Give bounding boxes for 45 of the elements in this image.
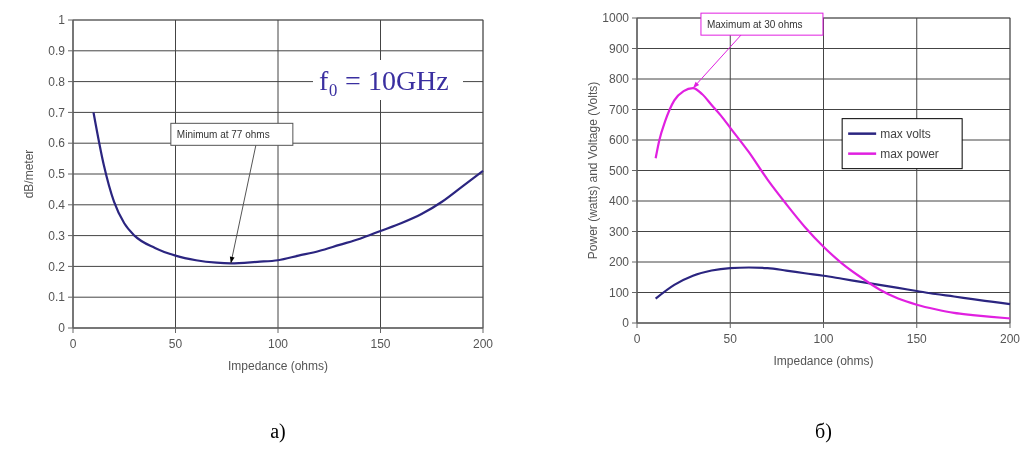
line-series	[92, 111, 485, 265]
y-tick-label: 500	[608, 163, 630, 178]
y-tick-label: 0	[622, 316, 630, 331]
y-tick-label: 0.8	[48, 74, 66, 89]
x-tick-label: 50	[168, 337, 183, 351]
y-tick-label: 400	[608, 194, 630, 209]
x-tick-label: 50	[723, 332, 738, 346]
x-tick-label: 150	[906, 332, 928, 346]
x-tick-label: 150	[370, 337, 391, 351]
x-tick-label: 100	[813, 332, 834, 346]
legend-label: max power	[880, 146, 939, 161]
x-tick-label: 0	[633, 332, 641, 346]
y-tick-label: 900	[608, 41, 630, 56]
x-axis-title: Impedance (ohms)	[227, 359, 329, 373]
y-tick-label: 0.6	[48, 136, 66, 151]
y-tick-label: 0.7	[48, 105, 66, 120]
line-series	[654, 266, 1012, 306]
x-tick-label: 100	[267, 337, 289, 351]
y-tick-label: 600	[608, 133, 630, 148]
y-tick-label: 800	[608, 72, 630, 87]
y-tick-label: 1000	[602, 11, 630, 26]
x-tick-label: 200	[472, 337, 494, 351]
y-tick-label: 100	[608, 285, 630, 300]
y-axis-title: Power (watts) and Voltage (Volts)	[586, 81, 600, 260]
y-tick-label: 0.2	[48, 259, 66, 274]
y-tick-label: 0.4	[48, 198, 66, 212]
y-tick-label: 300	[608, 224, 630, 239]
annotation: Maximum at 30 ohms	[706, 18, 803, 30]
y-tick-label: 0.1	[48, 290, 66, 305]
y-axis-title: dB/meter	[22, 149, 36, 199]
y-tick-label: 0	[58, 321, 66, 336]
y-tick-label: 200	[608, 255, 630, 270]
y-tick-label: 0.3	[48, 228, 66, 243]
y-tick-label: 0.9	[48, 44, 66, 58]
y-tick-label: 1	[58, 13, 66, 28]
x-tick-label: 200	[999, 332, 1021, 346]
text: б)	[815, 420, 832, 443]
x-axis-title: Impedance (ohms)	[773, 354, 874, 368]
text: а)	[270, 420, 286, 443]
y-tick-label: 700	[608, 102, 630, 117]
legend-label: max volts	[880, 126, 931, 141]
annotation: f₀ = 10GHz	[319, 65, 449, 96]
x-tick-label: 0	[69, 337, 77, 351]
y-tick-label: 0.5	[48, 167, 66, 182]
annotation: Minimum at 77 ohms	[176, 128, 270, 140]
